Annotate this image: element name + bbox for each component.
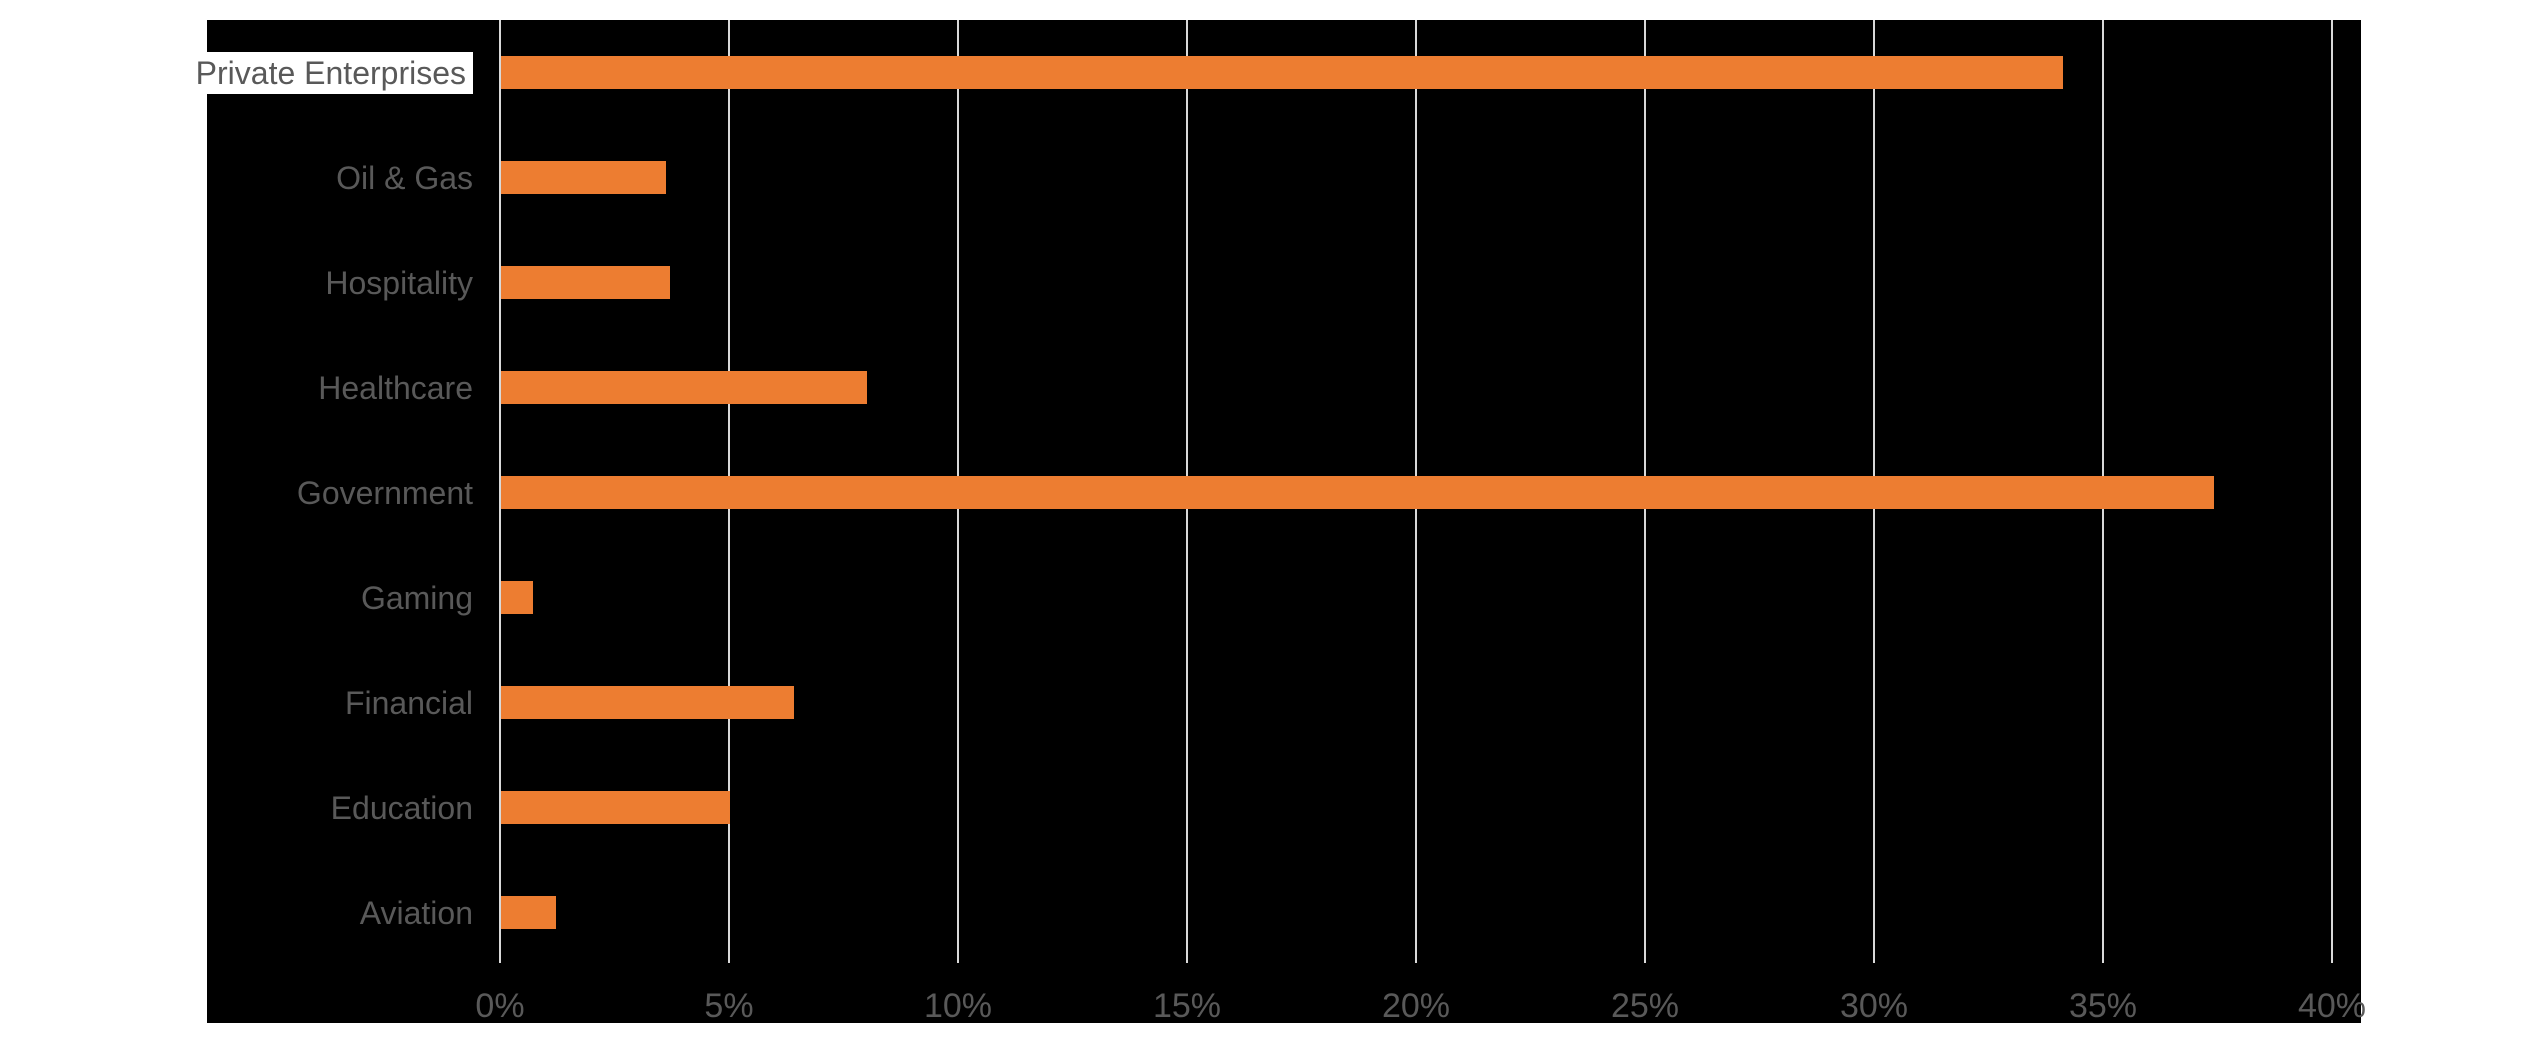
gridline-0% xyxy=(499,20,501,963)
category-label-healthcare[interactable]: Healthcare xyxy=(318,369,473,406)
bar-hospitality[interactable] xyxy=(501,266,671,299)
category-label-government[interactable]: Government xyxy=(296,474,473,511)
category-axis: Private Enterprises Oil & Gas Hospitality H… xyxy=(188,20,2361,1023)
category-label-aviation[interactable]: Aviation xyxy=(359,894,473,931)
bar-oil-gas[interactable] xyxy=(501,161,666,194)
bar-education[interactable] xyxy=(501,791,730,824)
category-label-private-enterprises-selected[interactable]: Private Enterprises xyxy=(188,51,473,94)
bar-financial[interactable] xyxy=(501,686,795,719)
bar-government[interactable] xyxy=(501,476,2214,509)
x-tick-label-0%[interactable]: 0% xyxy=(475,987,525,1025)
category-label-hospitality[interactable]: Hospitality xyxy=(325,264,473,301)
x-tick-label-35%[interactable]: 35% xyxy=(2068,987,2138,1025)
x-tick-label-5%[interactable]: 5% xyxy=(704,987,754,1025)
bar-chart: Private Enterprises Oil & Gas Hospitality H… xyxy=(188,20,2366,1025)
category-label-financial[interactable]: Financial xyxy=(344,684,473,721)
bar-healthcare[interactable] xyxy=(501,371,868,404)
bar-private-enterprises[interactable] xyxy=(501,56,2063,89)
category-label-oil-gas[interactable]: Oil & Gas xyxy=(336,159,473,196)
bar-aviation[interactable] xyxy=(501,896,556,929)
x-tick-label-10%[interactable]: 10% xyxy=(923,987,993,1025)
x-tick-label-40%[interactable]: 40% xyxy=(2297,987,2367,1025)
x-tick-label-20%[interactable]: 20% xyxy=(1381,987,1451,1025)
x-tick-label-15%[interactable]: 15% xyxy=(1152,987,1222,1025)
category-label-gaming[interactable]: Gaming xyxy=(360,579,473,616)
value-axis: 0% 5% 10% 15% 20% 25% 30% 35% 40% xyxy=(207,20,2366,1025)
x-tick-label-25%[interactable]: 25% xyxy=(1610,987,1680,1025)
x-tick-label-30%[interactable]: 30% xyxy=(1839,987,1909,1025)
gridline-40% xyxy=(2331,20,2333,963)
bars-layer xyxy=(207,20,2361,1023)
category-label-education[interactable]: Education xyxy=(330,789,473,826)
bar-gaming[interactable] xyxy=(501,581,534,614)
